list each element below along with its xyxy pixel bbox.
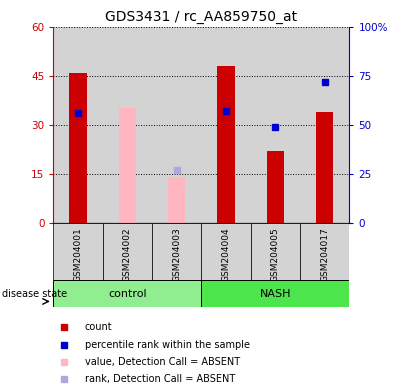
FancyBboxPatch shape [300, 223, 349, 280]
FancyBboxPatch shape [201, 280, 349, 307]
Text: control: control [108, 289, 147, 299]
FancyBboxPatch shape [103, 223, 152, 280]
Bar [316, 112, 333, 223]
FancyBboxPatch shape [53, 223, 103, 280]
Text: GSM204004: GSM204004 [222, 227, 231, 282]
Text: GSM204001: GSM204001 [74, 227, 83, 282]
Title: GDS3431 / rc_AA859750_at: GDS3431 / rc_AA859750_at [105, 10, 298, 25]
FancyBboxPatch shape [251, 223, 300, 280]
Bar [267, 151, 284, 223]
Bar [152, 27, 201, 223]
Bar [53, 27, 103, 223]
Bar [168, 177, 185, 223]
FancyBboxPatch shape [201, 223, 251, 280]
Bar [103, 27, 152, 223]
Bar [251, 27, 300, 223]
Bar [69, 73, 87, 223]
Bar [300, 27, 349, 223]
Text: disease state: disease state [2, 289, 67, 299]
Text: value, Detection Call = ABSENT: value, Detection Call = ABSENT [85, 357, 240, 367]
Bar [217, 66, 235, 223]
Bar [201, 27, 251, 223]
Text: rank, Detection Call = ABSENT: rank, Detection Call = ABSENT [85, 374, 235, 384]
Text: GSM204002: GSM204002 [123, 227, 132, 282]
FancyBboxPatch shape [53, 280, 201, 307]
Text: GSM204005: GSM204005 [271, 227, 280, 282]
FancyBboxPatch shape [152, 223, 201, 280]
Bar [119, 109, 136, 223]
Text: GSM204017: GSM204017 [320, 227, 329, 282]
Text: NASH: NASH [260, 289, 291, 299]
Text: percentile rank within the sample: percentile rank within the sample [85, 339, 250, 349]
Text: GSM204003: GSM204003 [172, 227, 181, 282]
Text: count: count [85, 322, 113, 332]
